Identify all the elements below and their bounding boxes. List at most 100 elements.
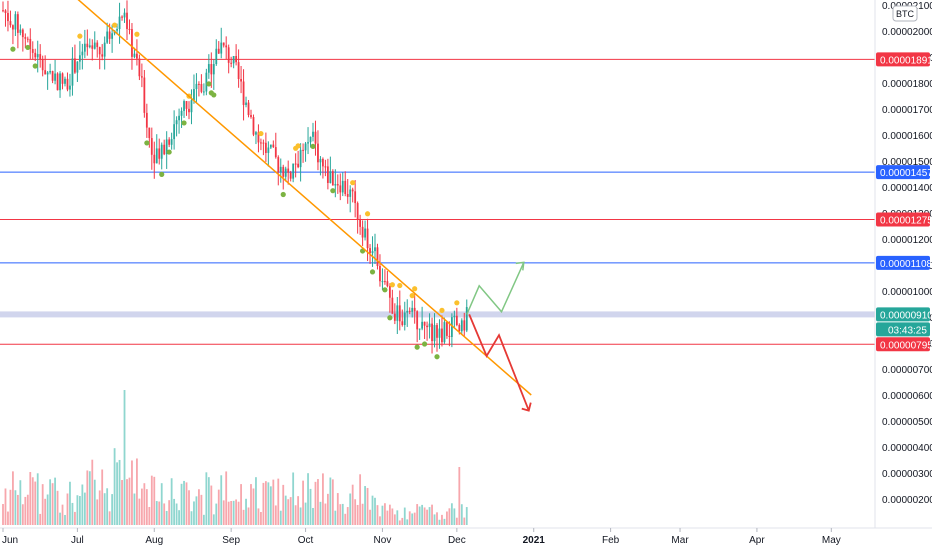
candle-body: [354, 191, 357, 204]
candle-body: [436, 325, 438, 338]
candle-body: [140, 76, 143, 78]
volume-bar: [69, 481, 71, 525]
sell-signal: [295, 143, 301, 149]
candle-body: [36, 54, 39, 58]
candle-body: [180, 110, 183, 116]
candle-body: [450, 317, 453, 337]
volume-bar: [118, 459, 121, 525]
volume-bar: [136, 458, 138, 525]
volume-bar: [262, 482, 265, 525]
volume-bar: [339, 504, 342, 525]
y-tick-label: 0.00000200: [882, 495, 932, 506]
volume-bar: [83, 492, 86, 525]
projection-down-path: [468, 314, 530, 411]
volume-bar: [292, 472, 295, 525]
volume-bar: [74, 511, 76, 525]
volume-bar: [351, 484, 354, 525]
candle-body: [322, 158, 324, 167]
volume-bar: [319, 501, 322, 525]
candle-body: [51, 71, 54, 81]
volume-bar: [302, 480, 304, 525]
candle-body: [193, 89, 195, 101]
candle-body: [88, 45, 91, 48]
volume-bar: [225, 471, 228, 525]
candle-body: [64, 78, 66, 84]
currency-badge[interactable]: BTC: [892, 5, 918, 22]
volume-bar: [408, 511, 411, 525]
level-price-tag: [876, 165, 930, 180]
volume-bar: [297, 496, 300, 525]
candle-body: [215, 48, 218, 65]
candle-body: [128, 28, 131, 30]
buy-signal: [382, 287, 388, 293]
candle-body: [188, 108, 190, 113]
candle-body: [441, 328, 443, 343]
sell-signal: [397, 282, 403, 289]
buy-signal: [280, 191, 286, 198]
volume-bar: [307, 473, 309, 525]
candle-body: [326, 166, 329, 183]
candle-body: [7, 12, 9, 22]
volume-bar: [56, 490, 59, 525]
volume-bar: [188, 490, 190, 525]
candle-body: [81, 51, 84, 56]
buy-signal: [10, 46, 16, 52]
candle-body: [200, 83, 203, 92]
volume-bar: [123, 390, 126, 525]
candle-body: [438, 328, 441, 338]
candle-body: [12, 25, 14, 30]
candle-body: [31, 49, 34, 53]
volume-bar: [39, 513, 42, 525]
candle-body: [232, 56, 235, 64]
candle-body: [56, 73, 59, 91]
candle-body: [294, 163, 297, 165]
volume-bar: [2, 504, 4, 525]
trendline: [77, 0, 532, 396]
buy-signal: [434, 354, 440, 360]
volume-bar: [168, 500, 171, 525]
candle-body: [426, 325, 428, 328]
volume-bar: [314, 481, 317, 525]
volume-bar: [140, 488, 143, 525]
volume-bar: [260, 512, 262, 525]
volume-bar: [178, 510, 180, 525]
candle-body: [319, 158, 322, 163]
candle-body: [86, 43, 89, 48]
x-tick-label: Nov: [374, 535, 392, 546]
volume-bar: [326, 493, 329, 525]
candle-body: [74, 58, 76, 73]
volume-bar: [170, 478, 173, 525]
volume-bar: [406, 519, 409, 525]
projection-down-arrowhead: [521, 402, 532, 412]
buy-signal: [181, 120, 187, 126]
candle-body: [44, 70, 47, 75]
candle-body: [21, 29, 24, 38]
volume-bar: [418, 506, 421, 525]
sell-signal: [454, 300, 460, 306]
sell-signal: [412, 286, 418, 292]
candle-body: [351, 189, 354, 192]
buy-signal: [144, 140, 150, 146]
candle-body: [121, 16, 123, 18]
volume-bar: [334, 510, 337, 525]
candle-body: [170, 139, 173, 145]
level-price-tag: [876, 52, 930, 67]
volume-bar: [255, 477, 257, 525]
volume-bar: [195, 496, 198, 525]
buy-signal: [206, 81, 212, 87]
candle-body: [312, 131, 314, 137]
volume-bar: [282, 484, 285, 525]
volume-bar: [71, 502, 74, 525]
volume-bar: [346, 507, 349, 525]
volume-bar: [64, 514, 66, 525]
volume-bar: [269, 486, 272, 525]
volume-bar: [131, 460, 133, 525]
volume-bar: [257, 508, 260, 525]
volume-bar: [143, 483, 146, 525]
volume-bar: [245, 498, 247, 525]
volume-bar: [215, 503, 218, 525]
candle-body: [403, 312, 406, 326]
volume-bar: [460, 504, 463, 525]
volume-bars: [2, 390, 468, 525]
